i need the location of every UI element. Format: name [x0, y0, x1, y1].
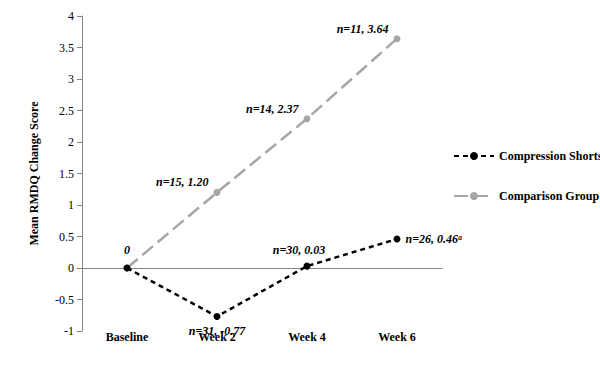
svg-text:3: 3 — [68, 72, 74, 86]
svg-text:Baseline: Baseline — [106, 330, 149, 344]
svg-text:n=30, 0.03: n=30, 0.03 — [273, 243, 326, 257]
svg-text:0.5: 0.5 — [59, 230, 74, 244]
svg-text:-1: -1 — [64, 324, 74, 338]
svg-text:0: 0 — [124, 243, 130, 257]
svg-text:3.5: 3.5 — [59, 41, 74, 55]
svg-text:1: 1 — [68, 198, 74, 212]
svg-text:n=11, 3.64: n=11, 3.64 — [337, 22, 389, 36]
svg-text:4: 4 — [68, 9, 74, 23]
svg-text:n=26, 0.46ᵃ: n=26, 0.46ᵃ — [406, 232, 463, 246]
svg-text:Comparison Group: Comparison Group — [499, 189, 599, 203]
svg-text:Mean RMDQ Change Score: Mean RMDQ Change Score — [27, 101, 41, 246]
svg-text:2.5: 2.5 — [59, 104, 74, 118]
svg-text:Week 6: Week 6 — [378, 330, 416, 344]
svg-text:Week 4: Week 4 — [288, 330, 326, 344]
svg-text:-0.5: -0.5 — [55, 293, 74, 307]
svg-text:n=14, 2.37: n=14, 2.37 — [246, 102, 300, 116]
svg-text:n=31, -0.77: n=31, -0.77 — [189, 324, 247, 338]
svg-text:2: 2 — [68, 135, 74, 149]
svg-text:1.5: 1.5 — [59, 167, 74, 181]
svg-text:Compression Shorts Group: Compression Shorts Group — [499, 149, 600, 163]
svg-text:n=15, 1.20: n=15, 1.20 — [156, 175, 209, 189]
svg-text:0: 0 — [68, 261, 74, 275]
